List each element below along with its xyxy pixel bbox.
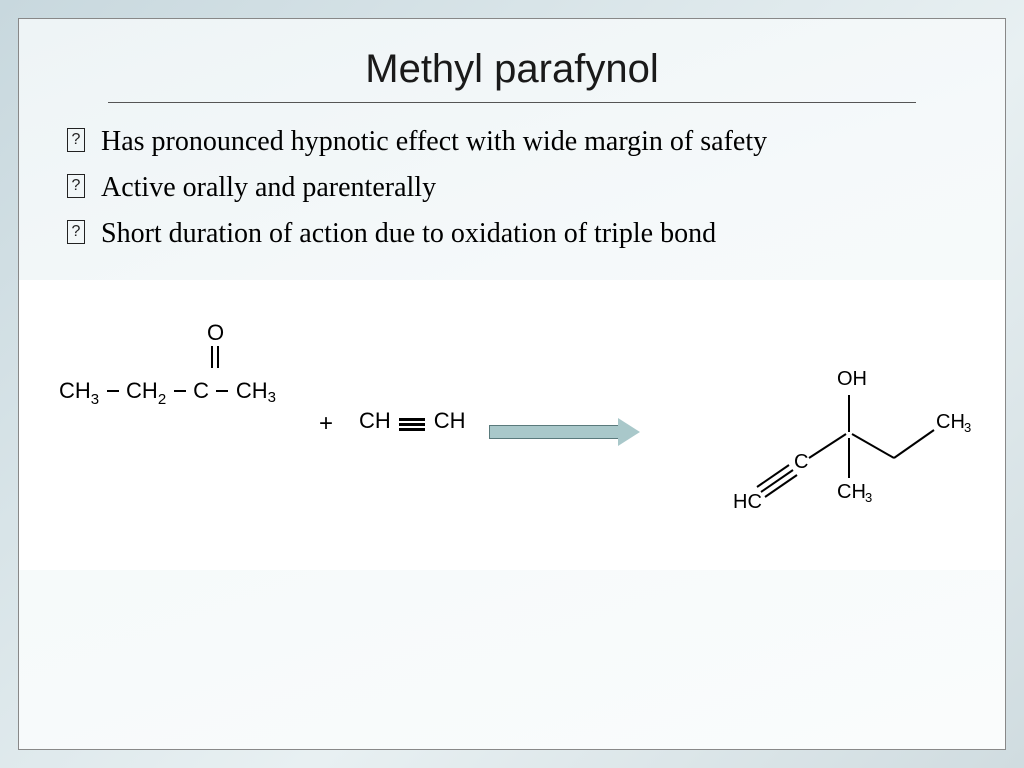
bullet-text: Short duration of action due to oxidatio… <box>101 215 716 253</box>
svg-text:3: 3 <box>964 420 971 435</box>
double-bond-icon <box>209 346 221 373</box>
reaction-scheme: O CH3 CH2 C CH3 + CH CH <box>19 280 1005 570</box>
reaction-arrow-icon <box>489 418 640 446</box>
hydroxyl-label: OH <box>837 368 867 390</box>
reactant-acetylene: CH CH <box>359 408 465 434</box>
bullet-list: ? Has pronounced hypnotic effect with wi… <box>67 123 957 252</box>
bullet-item: ? Active orally and parenterally <box>67 169 957 207</box>
svg-text:3: 3 <box>865 490 872 505</box>
ch-label: HC <box>733 491 762 513</box>
bullet-item: ? Short duration of action due to oxidat… <box>67 215 957 253</box>
bullet-icon: ? <box>67 220 85 244</box>
carbon-chain: CH3 CH2 C CH3 <box>59 378 276 404</box>
slide-frame: Methyl parafynol ? Has pronounced hypnot… <box>18 18 1006 750</box>
plus-sign: + <box>319 410 333 438</box>
product-structure: OH CH 3 CH 3 C HC <box>739 340 979 520</box>
bullet-item: ? Has pronounced hypnotic effect with wi… <box>67 123 957 161</box>
triple-bond-icon <box>399 416 425 433</box>
oxygen-atom: O <box>207 320 224 346</box>
bullet-text: Active orally and parenterally <box>101 169 436 207</box>
title-underline <box>108 102 917 103</box>
carbon-label: C <box>794 451 808 473</box>
slide-title: Methyl parafynol <box>19 47 1005 92</box>
reactant-ketone: O CH3 CH2 C CH3 <box>59 360 319 480</box>
bullet-icon: ? <box>67 174 85 198</box>
methyl-label: CH <box>936 411 965 433</box>
bullet-text: Has pronounced hypnotic effect with wide… <box>101 123 767 161</box>
methyl-label: CH <box>837 481 866 503</box>
bullet-icon: ? <box>67 128 85 152</box>
